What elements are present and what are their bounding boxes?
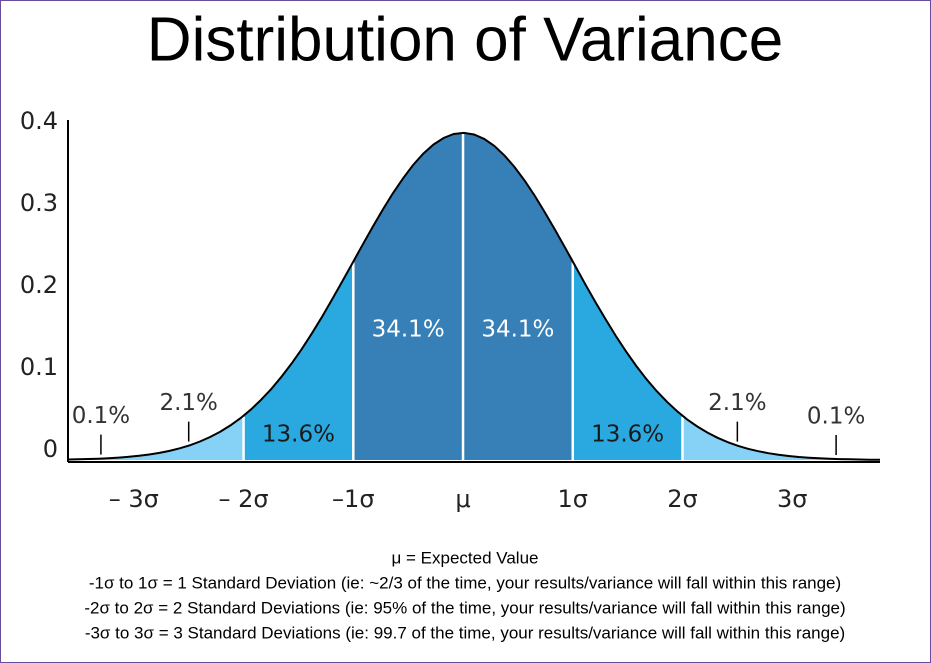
x-tick-label: 2σ bbox=[667, 485, 697, 513]
value-label: 0.1% bbox=[807, 403, 865, 429]
curve bbox=[67, 131, 881, 461]
x-tick-label: 1σ bbox=[558, 485, 588, 513]
region bbox=[682, 415, 793, 460]
x-tick-label: μ bbox=[455, 485, 470, 513]
note: μ = Expected Value bbox=[392, 548, 539, 567]
region bbox=[353, 132, 464, 460]
region bbox=[133, 415, 244, 460]
value-label: 13.6% bbox=[262, 422, 335, 448]
x-tick-label: – 2σ bbox=[219, 485, 269, 513]
value-label: 34.1% bbox=[481, 317, 554, 343]
value-label: 0.1% bbox=[72, 403, 130, 429]
y-tick-label: 0.1 bbox=[20, 353, 58, 381]
region bbox=[792, 456, 880, 460]
x-tick-label: –1σ bbox=[332, 485, 374, 513]
y-tick-label: 0.4 bbox=[20, 107, 58, 135]
chart-title: Distribution of Variance bbox=[147, 5, 783, 74]
y-tick-label: 0.2 bbox=[20, 271, 58, 299]
note: -1σ to 1σ = 1 Standard Deviation (ie: ~2… bbox=[89, 573, 841, 592]
y-tick-label: 0 bbox=[43, 435, 58, 463]
value-label: 2.1% bbox=[159, 390, 217, 416]
value-label: 2.1% bbox=[708, 390, 766, 416]
note: -2σ to 2σ = 2 Standard Deviations (ie: 9… bbox=[84, 598, 845, 617]
x-tick-label: – 3σ bbox=[109, 485, 159, 513]
region bbox=[463, 132, 573, 460]
note: -3σ to 3σ = 3 Standard Deviations (ie: 9… bbox=[85, 623, 845, 642]
value-label: 34.1% bbox=[372, 317, 445, 343]
value-label: 13.6% bbox=[591, 422, 664, 448]
region bbox=[68, 456, 134, 460]
y-tick-label: 0.3 bbox=[20, 189, 58, 217]
x-tick-label: 3σ bbox=[777, 485, 807, 513]
